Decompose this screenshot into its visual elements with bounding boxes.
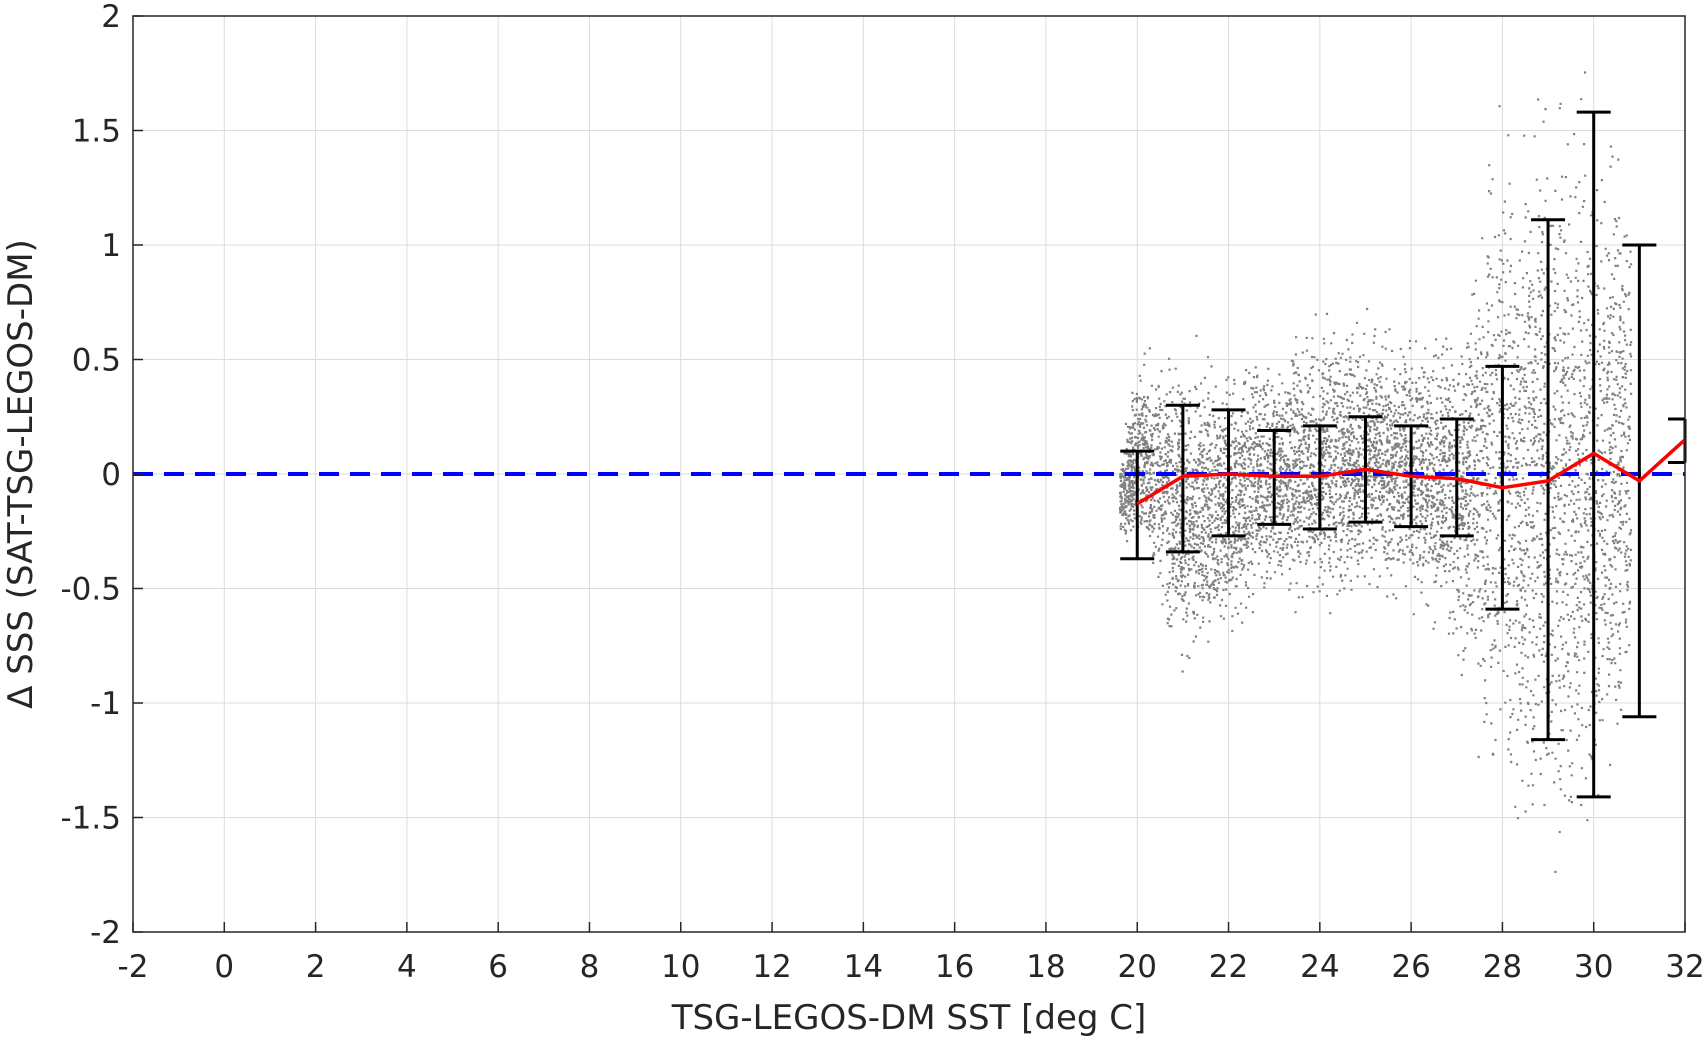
y-tick-label: -1 bbox=[90, 686, 121, 722]
scatter-points bbox=[1119, 71, 1633, 873]
mean-line-path bbox=[1136, 438, 1685, 506]
mean-line bbox=[1136, 438, 1685, 506]
y-tick-label: 0 bbox=[101, 457, 121, 493]
x-tick-label: -2 bbox=[118, 949, 149, 985]
y-tick-label: -0.5 bbox=[61, 572, 122, 608]
y-tick-label: 1 bbox=[101, 228, 121, 264]
y-tick-label: 0.5 bbox=[72, 343, 121, 379]
x-tick-label: 12 bbox=[752, 949, 791, 985]
x-tick-label: 28 bbox=[1483, 949, 1522, 985]
x-axis-ticks: -2 0 2 4 6 8 10 12 14 16 18 20 22 24 26 28 30 32 bbox=[118, 922, 1705, 985]
y-tick-label: 1.5 bbox=[72, 114, 121, 150]
y-axis-label: Δ SSS (SAT-TSG-LEGOS-DM) bbox=[1, 239, 41, 709]
x-tick-label: 14 bbox=[844, 949, 883, 985]
y-axis-ticks: -2 -1.5 -1 -0.5 0 0.5 1 1.5 2 bbox=[61, 0, 143, 951]
x-tick-label: 8 bbox=[580, 949, 600, 985]
y-tick-label: -1.5 bbox=[61, 801, 122, 837]
x-tick-label: 18 bbox=[1026, 949, 1065, 985]
x-tick-label: 32 bbox=[1665, 949, 1704, 985]
x-tick-label: 6 bbox=[488, 949, 508, 985]
x-tick-label: 2 bbox=[306, 949, 326, 985]
y-tick-label: -2 bbox=[90, 915, 121, 951]
x-tick-label: 0 bbox=[214, 949, 234, 985]
scatter-cloud bbox=[1119, 71, 1633, 873]
x-tick-label: 20 bbox=[1118, 949, 1157, 985]
x-tick-label: 30 bbox=[1574, 949, 1613, 985]
x-tick-label: 16 bbox=[935, 949, 974, 985]
x-tick-label: 22 bbox=[1209, 949, 1248, 985]
y-tick-label: 2 bbox=[101, 0, 121, 35]
x-tick-label: 10 bbox=[661, 949, 700, 985]
x-tick-label: 26 bbox=[1391, 949, 1430, 985]
x-axis-label: TSG-LEGOS-DM SST [deg C] bbox=[671, 998, 1147, 1038]
x-tick-label: 24 bbox=[1300, 949, 1339, 985]
x-tick-label: 4 bbox=[397, 949, 417, 985]
